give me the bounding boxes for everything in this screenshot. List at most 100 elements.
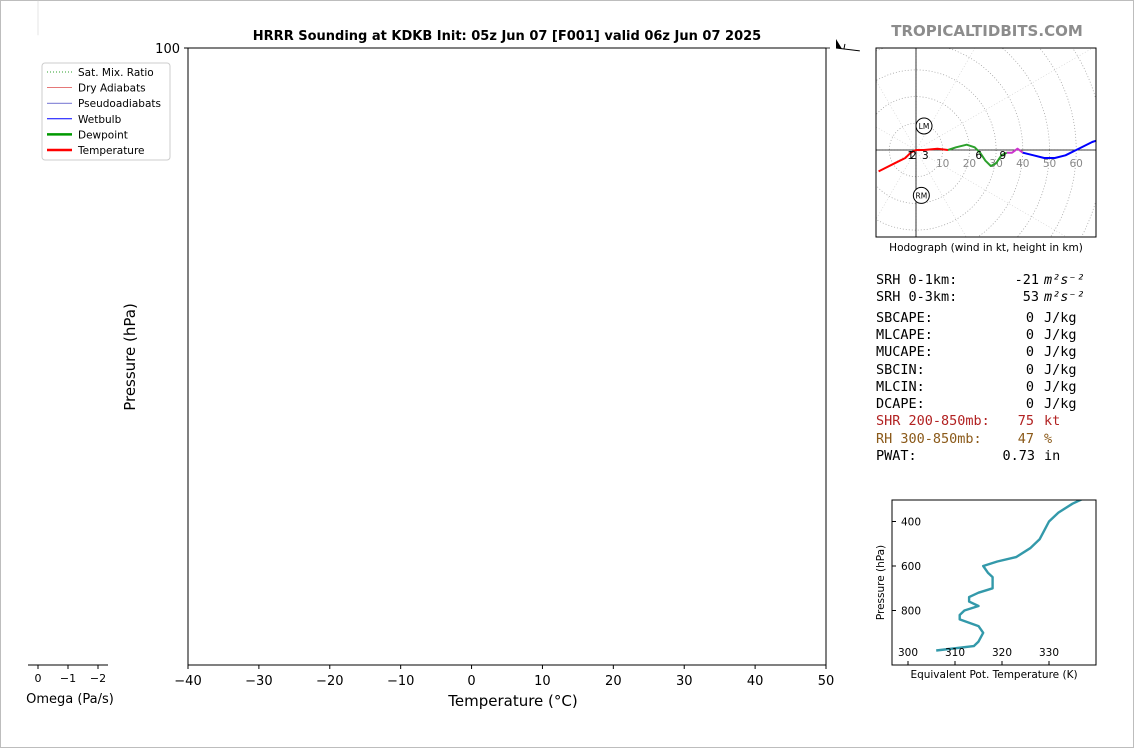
- theta-e-y-label: Pressure (hPa): [875, 545, 887, 620]
- stat-value: 0: [1025, 361, 1034, 378]
- theta-e-x-tick-label: 330: [1039, 647, 1059, 659]
- legend-label: Dry Adiabats: [78, 83, 146, 95]
- stat-unit: J/kg: [1044, 344, 1077, 361]
- stat-unit: J/kg: [1044, 361, 1077, 378]
- legend-entry: Pseudoadiabats: [47, 98, 161, 110]
- stat-label: MLCAPE:: [876, 326, 933, 343]
- legend-entry: Temperature: [47, 145, 145, 157]
- watermark: TROPICALTIDBITS.COM: [891, 22, 1083, 40]
- hodograph-trace: [1022, 139, 1096, 159]
- hodograph-height-label: 9: [999, 150, 1006, 162]
- x-tick-label: 20: [605, 674, 622, 689]
- y-axis-label: Pressure (hPa): [121, 303, 139, 411]
- stat-row: MLCIN: 0 J/kg: [876, 379, 1088, 396]
- theta-e-x-label: Equivalent Pot. Temperature (K): [910, 669, 1077, 681]
- legend-entry: Wetbulb: [47, 114, 122, 126]
- stat-row: DCAPE: 0 J/kg: [876, 396, 1088, 413]
- stat-row: MLCAPE: 0 J/kg: [876, 327, 1088, 344]
- omega-x-label: Omega (Pa/s): [26, 692, 114, 707]
- hodograph-ring-label: 10: [936, 158, 949, 170]
- x-tick-label: 10: [534, 674, 551, 689]
- stat-unit: J/kg: [1044, 396, 1077, 413]
- legend-label: Sat. Mix. Ratio: [78, 67, 154, 79]
- hodograph-ring-label: 20: [963, 158, 976, 170]
- y-tick-label: 100: [155, 42, 180, 57]
- hodograph-height-label: 2: [910, 150, 917, 162]
- theta-e-profile: [936, 500, 1083, 652]
- legend-label: Temperature: [77, 145, 145, 157]
- stat-row: SRH 0-3km: 53 m²s⁻²: [876, 289, 1088, 306]
- x-tick-label: 40: [747, 674, 764, 689]
- hodograph-ring-label: 40: [1016, 158, 1029, 170]
- stat-label: PWAT:: [876, 448, 917, 464]
- stat-unit: J/kg: [1044, 326, 1077, 343]
- hodograph-trace: [947, 143, 1008, 167]
- stat-unit: %: [1044, 430, 1053, 447]
- stat-unit: J/kg: [1044, 309, 1077, 326]
- theta-e-frame: [891, 499, 1097, 666]
- stat-row: MUCAPE: 0 J/kg: [876, 344, 1088, 361]
- legend-entry: Sat. Mix. Ratio: [47, 67, 154, 79]
- stat-label: RH 300-850mb:: [876, 430, 982, 447]
- stat-value: 0: [1025, 326, 1034, 343]
- stat-row: PWAT: 0.73 in: [876, 448, 1088, 465]
- stat-value: 0: [1025, 396, 1034, 413]
- isotherm-line: [0, 0, 197, 48]
- hodograph-trace: [878, 147, 949, 173]
- stat-value: 0.73: [1002, 448, 1035, 464]
- stat-value: 0: [1025, 309, 1034, 326]
- legend-label: Dewpoint: [78, 129, 128, 141]
- storm-motion-marker: [912, 186, 930, 204]
- legend-entry: Dry Adiabats: [47, 83, 146, 95]
- stat-value: 0: [1025, 378, 1034, 395]
- storm-motion-label: LM: [919, 122, 930, 131]
- legend-box: [41, 62, 171, 161]
- stat-label: DCAPE:: [876, 396, 925, 413]
- stat-unit: in: [1044, 448, 1061, 464]
- theta-e-y-tick-label: 600: [901, 561, 921, 573]
- x-tick-label: 50: [818, 674, 835, 689]
- storm-motion-label: RM: [915, 191, 927, 200]
- legend-entry: Dewpoint: [47, 129, 128, 141]
- stat-value: 47: [1017, 430, 1034, 447]
- stat-label: MUCAPE:: [876, 344, 933, 361]
- isotherm-line: [0, 0, 55, 48]
- main-axes-frame: [187, 47, 827, 666]
- stat-label: SHR 200-850mb:: [876, 413, 990, 430]
- x-axis-label: Temperature (°C): [447, 692, 577, 710]
- hodograph-height-label: 6: [975, 150, 982, 162]
- omega-x-tick-label: 0: [35, 672, 42, 685]
- wind-barb: [835, 39, 860, 52]
- theta-e-y-tick-label: 800: [901, 606, 921, 618]
- stat-row: SBCIN: 0 J/kg: [876, 362, 1088, 379]
- theta-e-panel: 300 310 320 330 400 600 800 Equivalent Pot. Tem…: [875, 499, 1097, 681]
- stat-unit: m²s⁻²: [1044, 289, 1085, 306]
- omega-x-tick-label: −1: [60, 672, 76, 685]
- x-tick-label: 30: [676, 674, 693, 689]
- x-tick-label: −30: [245, 674, 272, 689]
- stat-row: RH 300-850mb: 47%: [876, 431, 1088, 448]
- isotherm-line: [0, 0, 126, 48]
- theta-e-x-tick-label: 320: [992, 647, 1012, 659]
- stat-value: 0: [1025, 344, 1034, 361]
- legend: Sat. Mix. Ratio Dry Adiabats Pseudoadiabat…: [41, 62, 171, 161]
- stat-unit: kt: [1044, 413, 1061, 430]
- stat-value: -21: [1014, 272, 1039, 288]
- hodograph-caption: Hodograph (wind in kt, height in km): [889, 242, 1083, 254]
- hodograph-height-label: 1: [907, 150, 914, 162]
- stat-unit: m²s⁻²: [1044, 272, 1085, 288]
- stat-row: SBCAPE: 0 J/kg: [876, 310, 1088, 327]
- isotherm-line: [0, 0, 268, 48]
- stat-label: SBCIN:: [876, 361, 925, 378]
- hodograph-ring-label: 60: [1070, 158, 1083, 170]
- stat-row: SHR 200-850mb: 75 kt: [876, 413, 1088, 430]
- x-tick-label: −20: [316, 674, 343, 689]
- stat-row: SRH 0-1km: -21 m²s⁻²: [876, 272, 1088, 289]
- stat-unit: J/kg: [1044, 378, 1077, 395]
- omega-x-tick-label: −2: [90, 672, 106, 685]
- legend-label: Wetbulb: [78, 114, 122, 126]
- stat-value: 75: [1017, 413, 1034, 430]
